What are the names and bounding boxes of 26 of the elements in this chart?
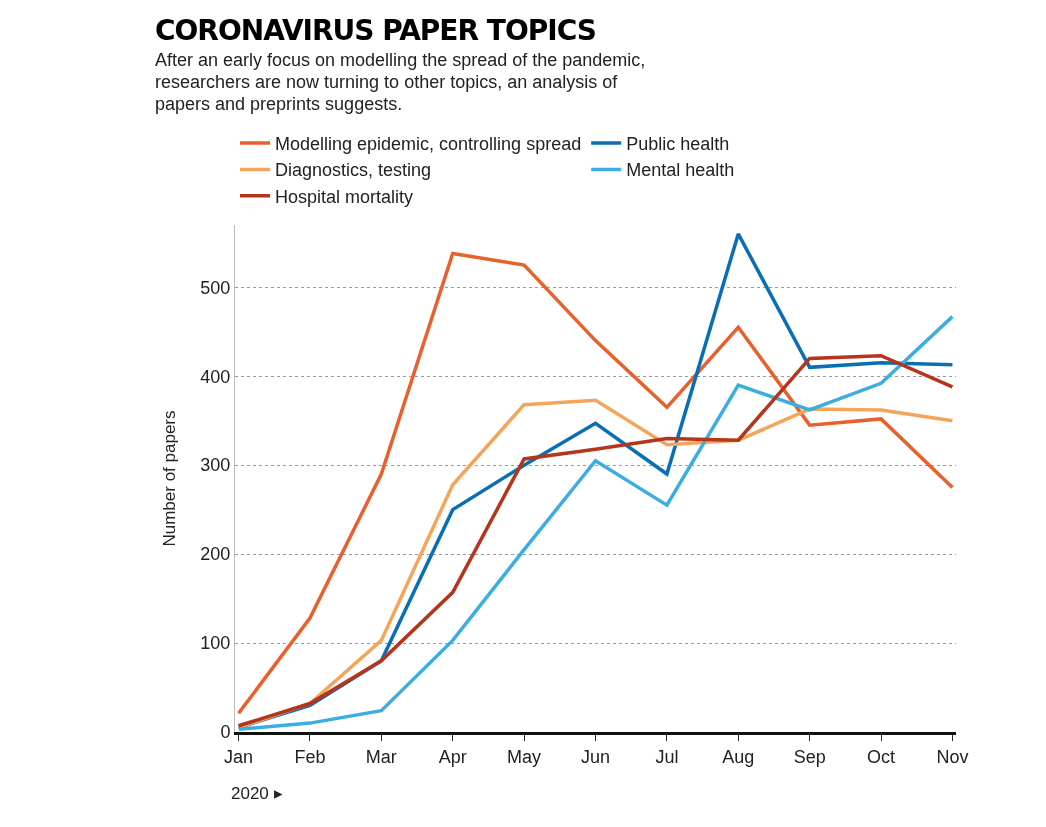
x-tick-label: Jan xyxy=(224,746,254,767)
y-tick-label: 500 xyxy=(200,277,231,298)
x-tick-label: Apr xyxy=(438,746,467,767)
y-tick-label: 100 xyxy=(200,633,231,654)
text: 2020 ▸ xyxy=(231,784,283,803)
y-tick-label: 400 xyxy=(200,366,231,387)
y-tick-label: 200 xyxy=(200,544,231,565)
x-tick-label: Sep xyxy=(793,746,826,767)
y-axis-title: Number of papers xyxy=(159,410,179,547)
x-tick-label: Jul xyxy=(655,746,679,767)
x-tick-label: Aug xyxy=(722,746,755,767)
x-tick-label: May xyxy=(507,746,542,767)
legend-label: Hospital mortality xyxy=(275,186,414,207)
y-tick-label: 300 xyxy=(200,455,231,476)
y-tick-label: 0 xyxy=(220,722,231,743)
legend-label: Diagnostics, testing xyxy=(275,160,432,181)
x-tick-label: Jun xyxy=(580,746,611,767)
legend-label: Modelling epidemic, controlling spread xyxy=(275,134,582,155)
legend-label: Public health xyxy=(626,134,730,155)
chart-subtitle: After an early focus on modelling the spread of the pandemic, researchers are now turning to other topics, an analysis of papers and preprints suggests. xyxy=(155,49,647,115)
x-tick-label: Mar xyxy=(365,746,397,767)
x-tick-label: Oct xyxy=(867,746,896,767)
x-tick-label: Nov xyxy=(936,746,969,767)
chart-title: CORONAVIRUS PAPER TOPICS xyxy=(155,14,597,47)
legend-label: Mental health xyxy=(626,160,735,181)
x-tick-label: Feb xyxy=(294,746,326,767)
